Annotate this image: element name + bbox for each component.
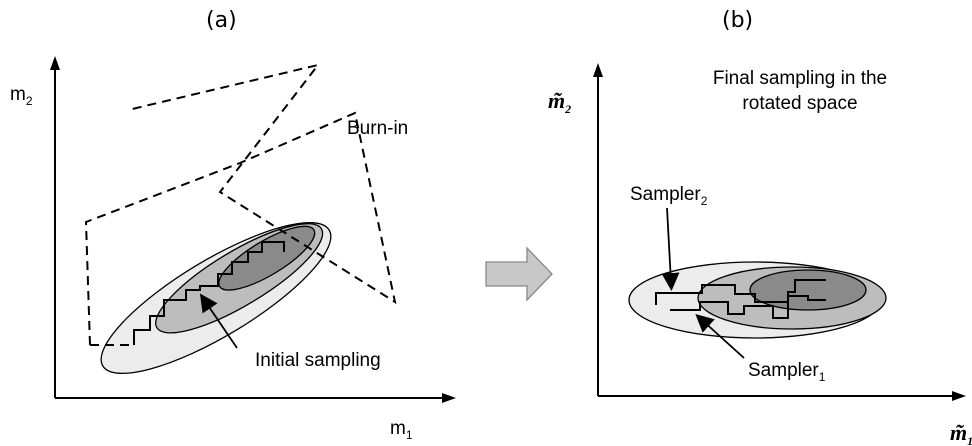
panel-a: (a) m2 m1 Burn-in Initial sampling — [10, 8, 456, 442]
panel-a-x-axis-label: m1 — [390, 418, 413, 442]
panel-b-y-arrowhead — [593, 63, 603, 77]
panel-b-inner-ellipse — [749, 269, 867, 311]
sampler1-path — [670, 295, 826, 319]
initial-sampling-pointer — [199, 293, 238, 349]
burn-in-path — [84, 63, 397, 346]
panel-b-label: (b) — [722, 8, 753, 33]
panel-a-inner-ellipse — [218, 225, 316, 291]
panel-b-title-line1: Final sampling in the — [713, 68, 887, 89]
sampler2-path — [655, 279, 826, 305]
panel-b: (b) m̃2 m̃1 Final sampling in the rotate… — [548, 8, 972, 446]
sampler1-label: Sampler1 — [748, 360, 826, 384]
panel-a-label: (a) — [206, 8, 237, 33]
panel-a-y-arrowhead — [50, 56, 60, 70]
sampler2-label: Sampler2 — [630, 184, 708, 208]
sampler1-pointer — [695, 313, 745, 359]
panel-b-y-axis-label: m̃2 — [548, 88, 571, 116]
panel-b-title-line2: rotated space — [742, 93, 857, 114]
initial-sampling-path — [133, 241, 285, 345]
panel-b-x-axis-label: m̃1 — [950, 420, 972, 446]
panel-a-x-arrowhead — [442, 393, 456, 403]
sampler2-pointer — [661, 207, 680, 291]
burn-in-label: Burn-in — [347, 118, 408, 139]
panel-b-x-arrowhead — [952, 391, 966, 401]
panel-a-y-axis-label: m2 — [10, 84, 33, 108]
transition-arrow — [485, 246, 553, 302]
initial-sampling-label: Initial sampling — [255, 350, 381, 371]
